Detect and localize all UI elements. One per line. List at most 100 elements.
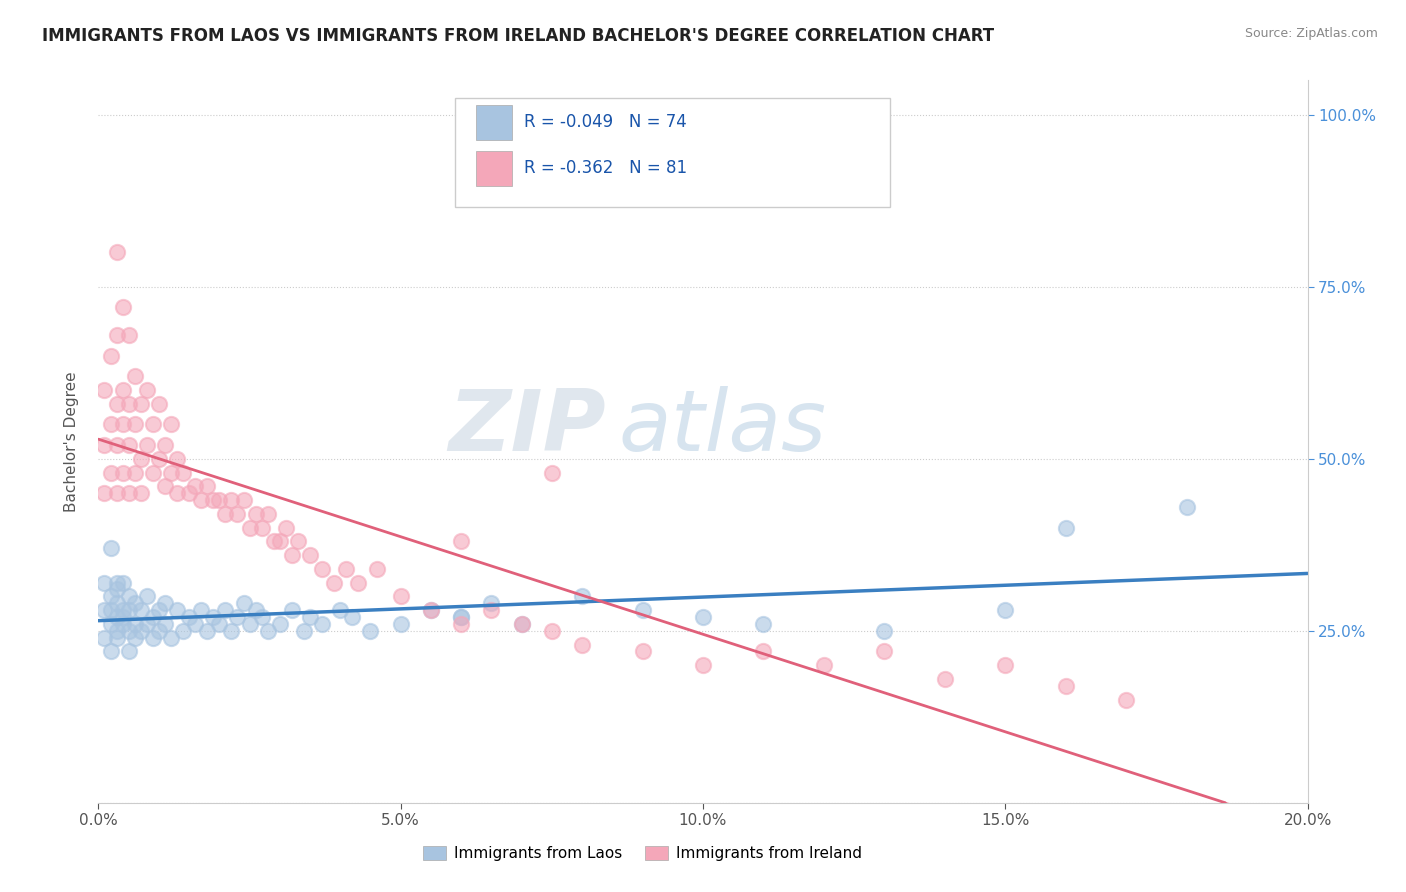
Point <box>256 507 278 521</box>
Point <box>450 610 472 624</box>
Point <box>692 658 714 673</box>
Point <box>281 603 304 617</box>
Point <box>571 590 593 604</box>
Point <box>420 603 443 617</box>
Text: Source: ZipAtlas.com: Source: ZipAtlas.com <box>1244 27 1378 40</box>
Point <box>124 631 146 645</box>
Point <box>118 644 141 658</box>
Point <box>129 486 152 500</box>
Point <box>450 610 472 624</box>
Point <box>226 507 249 521</box>
Point <box>111 610 134 624</box>
Point <box>111 417 134 432</box>
Point <box>100 417 122 432</box>
Point <box>111 466 134 480</box>
Point <box>221 493 243 508</box>
Point <box>135 590 157 604</box>
Point <box>256 624 278 638</box>
Point <box>389 616 412 631</box>
Point <box>111 575 134 590</box>
Point <box>118 624 141 638</box>
Point <box>311 616 333 631</box>
Point <box>100 644 122 658</box>
Point <box>994 603 1017 617</box>
Point <box>105 438 128 452</box>
Point <box>873 624 896 638</box>
Point <box>245 603 267 617</box>
Point <box>299 610 322 624</box>
Point <box>100 590 122 604</box>
Point <box>111 616 134 631</box>
Point <box>323 575 346 590</box>
Point <box>1175 500 1198 514</box>
Point <box>263 534 285 549</box>
Point <box>692 610 714 624</box>
Point <box>269 616 291 631</box>
Point <box>111 603 134 617</box>
Text: R = -0.362   N = 81: R = -0.362 N = 81 <box>524 160 688 178</box>
Point <box>420 603 443 617</box>
Point <box>129 451 152 466</box>
Point <box>105 624 128 638</box>
Point <box>190 493 212 508</box>
FancyBboxPatch shape <box>475 151 512 186</box>
Point <box>239 520 262 534</box>
Point <box>100 349 122 363</box>
Point <box>342 610 364 624</box>
Point <box>105 596 128 610</box>
Point <box>124 596 146 610</box>
Point <box>93 631 115 645</box>
Point <box>190 603 212 617</box>
FancyBboxPatch shape <box>475 105 512 139</box>
Point <box>118 603 141 617</box>
Point <box>481 596 503 610</box>
Point <box>481 603 503 617</box>
Point <box>118 486 141 500</box>
Point <box>299 548 322 562</box>
Point <box>124 466 146 480</box>
Point <box>142 466 165 480</box>
Point <box>124 417 146 432</box>
Point <box>250 610 273 624</box>
FancyBboxPatch shape <box>456 98 890 207</box>
Point <box>311 562 333 576</box>
Point <box>221 624 243 638</box>
Point <box>994 658 1017 673</box>
Point <box>335 562 357 576</box>
Point <box>118 590 141 604</box>
Text: ZIP: ZIP <box>449 385 606 468</box>
Point <box>124 616 146 631</box>
Point <box>510 616 533 631</box>
Point <box>287 534 309 549</box>
Point <box>239 616 262 631</box>
Point <box>214 507 236 521</box>
Point <box>160 631 183 645</box>
Point <box>245 507 267 521</box>
Point <box>232 493 254 508</box>
Point <box>166 451 188 466</box>
Point <box>100 541 122 556</box>
Text: R = -0.049   N = 74: R = -0.049 N = 74 <box>524 113 686 131</box>
Point <box>118 397 141 411</box>
Point <box>540 624 562 638</box>
Point <box>111 301 134 315</box>
Point <box>631 603 654 617</box>
Point <box>360 624 382 638</box>
Point <box>105 327 128 342</box>
Point <box>160 466 183 480</box>
Point <box>100 466 122 480</box>
Point <box>347 575 370 590</box>
Point <box>179 610 201 624</box>
Point <box>172 466 194 480</box>
Point <box>274 520 297 534</box>
Point <box>129 397 152 411</box>
Point <box>105 245 128 260</box>
Point <box>105 631 128 645</box>
Point <box>142 610 165 624</box>
Point <box>93 383 115 397</box>
Point <box>195 624 218 638</box>
Point <box>1054 520 1077 534</box>
Point <box>184 616 207 631</box>
Point <box>202 493 225 508</box>
Point <box>153 438 176 452</box>
